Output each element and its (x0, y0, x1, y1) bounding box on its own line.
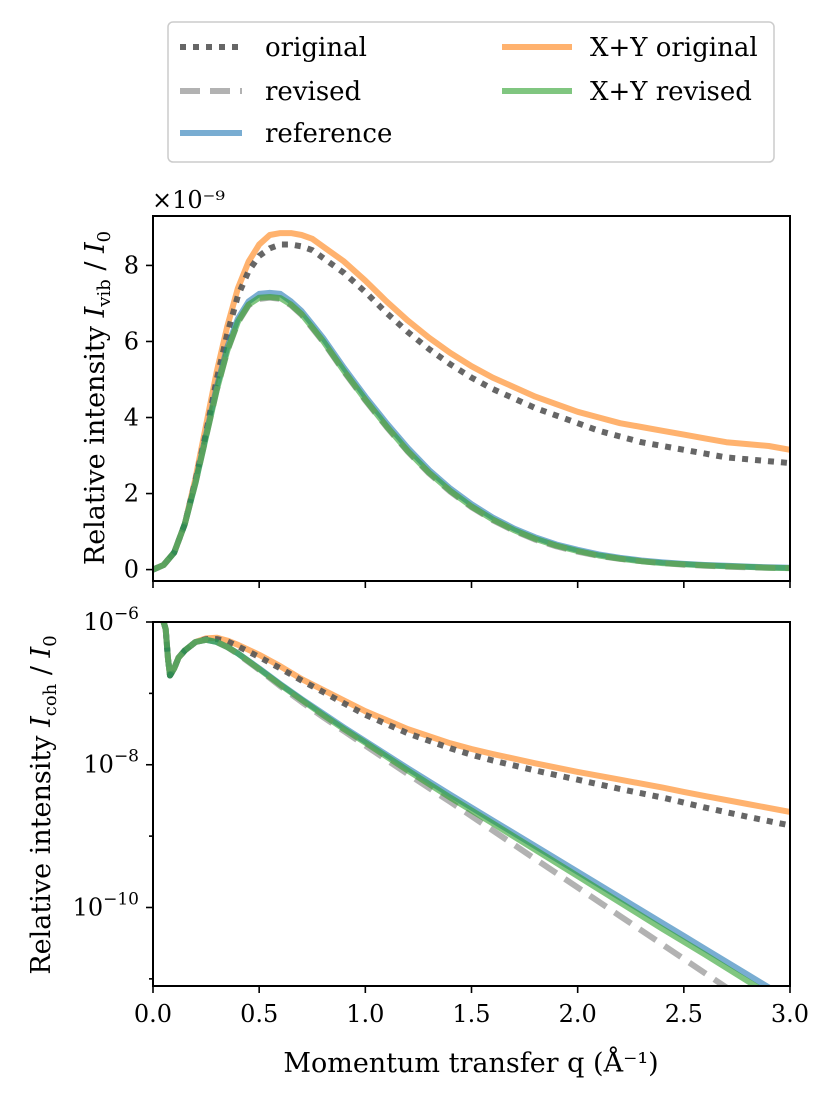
bottom-y-tick-label: 10−8 (83, 747, 139, 779)
x-tick-label: 2.0 (559, 1000, 597, 1028)
top-y-tick-label: 6 (124, 327, 139, 355)
x-tick-label: 1.0 (346, 1000, 384, 1028)
bottom-y-tick-label: 10−6 (83, 604, 139, 636)
bottom-axes-frame (152, 621, 791, 987)
top-y-tick-label: 4 (124, 404, 139, 432)
bottom-plot-lines (160, 622, 790, 986)
top-y-axis-label: Relative intensity Ivib / I0 (80, 231, 115, 565)
legend-label-xy-original: X+Y original (590, 33, 758, 63)
bottom-y-tick-label: 10−10 (73, 889, 139, 921)
bottom-y-axis-ticks: 10−6 10−8 10−10 (73, 604, 153, 980)
legend-label-reference: reference (265, 119, 392, 149)
top-y-axis-ticks: 0 2 4 6 8 (124, 251, 153, 584)
x-tick-label: 2.5 (665, 1000, 703, 1028)
legend: original revised reference X+Y original … (167, 21, 775, 163)
bottom-series-revised (160, 622, 730, 986)
top-axes-frame (152, 215, 791, 582)
top-y-tick-label: 2 (124, 480, 139, 508)
bottom-series-xy-revised (160, 622, 762, 986)
top-series-reference (153, 289, 790, 573)
top-series-xy-original (153, 230, 790, 573)
legend-label-original: original (265, 33, 367, 63)
top-offset-text: ×10⁻⁹ (152, 186, 225, 214)
top-series-original (153, 241, 790, 573)
top-panel: 0 2 4 6 8 ×10⁻⁹ Relative intensity Ivib / I0 (80, 186, 791, 588)
x-tick-label: 1.5 (452, 1000, 490, 1028)
legend-label-revised: revised (265, 77, 361, 107)
bottom-series-original (160, 622, 790, 829)
bottom-panel: 10−6 10−8 10−10 0.0 0.5 1.0 1.5 2.0 2.5 3.0 Rela… (26, 604, 809, 1028)
x-tick-label: 0.0 (134, 1000, 172, 1028)
bottom-y-axis-label: Relative intensity Icoh / I0 (26, 635, 61, 974)
legend-label-xy-revised: X+Y revised (590, 77, 752, 107)
bottom-x-axis-ticks: 0.0 0.5 1.0 1.5 2.0 2.5 3.0 (134, 986, 809, 1028)
top-y-tick-label: 8 (124, 251, 139, 279)
legend-frame (167, 21, 775, 163)
top-plot-lines (153, 230, 790, 573)
bottom-series-xy-original (160, 622, 790, 815)
x-tick-label: 0.5 (240, 1000, 278, 1028)
top-x-axis-ticks (152, 581, 791, 588)
x-tick-label: 3.0 (771, 1000, 809, 1028)
top-series-xy-revised (153, 294, 790, 573)
top-y-tick-label: 0 (124, 556, 139, 584)
x-axis-label: Momentum transfer q (Å⁻¹) (283, 1046, 658, 1079)
